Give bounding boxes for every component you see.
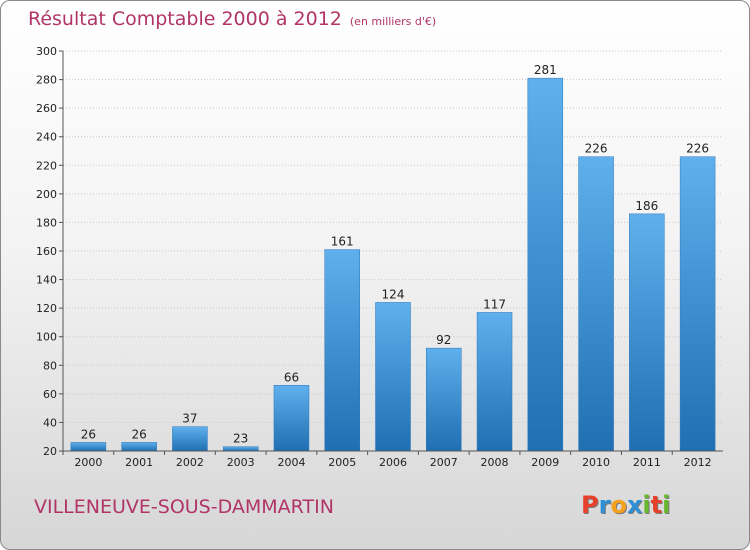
bar-2007	[426, 347, 462, 452]
value-label: 281	[534, 63, 557, 77]
bar-2000	[70, 442, 107, 452]
value-label: 37	[182, 412, 197, 426]
x-tick-label: 2003	[227, 456, 255, 469]
logo-letter: i	[662, 491, 671, 519]
y-tick-label: 60	[43, 388, 57, 401]
value-label: 26	[132, 427, 147, 441]
x-tick-label: 2005	[328, 456, 356, 469]
y-tick-label: 300	[36, 45, 57, 58]
value-label: 26	[81, 427, 96, 441]
proxiti-logo: Proxiti	[581, 491, 670, 519]
x-tick-label: 2012	[684, 456, 712, 469]
x-tick-label: 2001	[125, 456, 153, 469]
x-tick-label: 2006	[379, 456, 407, 469]
city-name: VILLENEUVE-SOUS-DAMMARTIN	[34, 496, 334, 518]
logo-letter: P	[581, 491, 599, 519]
bar-2006	[375, 302, 411, 452]
bar-2010	[578, 156, 614, 452]
bars: 26 26 37 23 66 161 124 92 117 281 226 186 226	[70, 63, 716, 452]
y-tick-label: 140	[36, 274, 57, 287]
chart-subtitle: (en milliers d'€)	[349, 15, 437, 28]
x-tick-label: 2004	[277, 456, 305, 469]
value-label: 92	[436, 333, 451, 347]
y-tick-label: 20	[43, 445, 57, 458]
y-tick-label: 100	[36, 331, 57, 344]
logo-letter: o	[610, 491, 627, 519]
value-label: 226	[585, 142, 608, 156]
x-tick-label: 2011	[633, 456, 661, 469]
bar-2002	[172, 426, 208, 452]
value-label: 23	[233, 432, 248, 446]
x-tick-label: 2008	[481, 456, 509, 469]
value-label: 66	[284, 370, 299, 384]
value-label: 124	[382, 287, 405, 301]
x-tick-label: 2002	[176, 456, 204, 469]
y-tick-label: 160	[36, 245, 57, 258]
chart-title: Résultat Comptable 2000 à 2012	[28, 8, 342, 30]
x-axis: 2000 2001 2002 2003 2004 2005 2006 2007 2008 2009…	[62, 450, 723, 469]
value-label: 117	[483, 297, 506, 311]
value-label: 161	[331, 235, 354, 249]
value-label: 226	[686, 142, 709, 156]
title-row: Résultat Comptable 2000 à 2012 (en millie…	[28, 8, 436, 30]
bar-2004	[273, 385, 310, 452]
y-tick-label: 240	[36, 131, 57, 144]
bar-2008	[476, 312, 513, 452]
bar-2011	[629, 213, 665, 452]
logo-letter: r	[598, 491, 611, 519]
x-tick-label: 2009	[531, 456, 559, 469]
bar-2005	[324, 249, 360, 452]
x-tick-label: 2007	[430, 456, 458, 469]
value-label: 186	[635, 199, 658, 213]
y-tick-label: 280	[36, 74, 57, 87]
logo-letter: t	[650, 491, 663, 519]
y-tick-label: 220	[36, 159, 57, 172]
bar-2003	[222, 446, 259, 452]
y-tick-label: 260	[36, 102, 57, 115]
bar-2001	[121, 442, 157, 452]
x-tick-label: 2010	[582, 456, 610, 469]
y-tick-label: 40	[43, 416, 57, 429]
y-tick-label: 120	[36, 302, 57, 315]
bar-2012	[679, 156, 716, 452]
y-tick-label: 80	[43, 359, 57, 372]
y-tick-label: 180	[36, 216, 57, 229]
x-tick-label: 2000	[74, 456, 102, 469]
y-axis: 20 40 60 80 100 120 140 160 180 200 220 240 260 280 30…	[36, 45, 64, 458]
logo-letter: i	[642, 491, 651, 519]
y-tick-label: 200	[36, 188, 57, 201]
bar-2009	[527, 77, 564, 452]
logo-letter: x	[626, 491, 643, 519]
